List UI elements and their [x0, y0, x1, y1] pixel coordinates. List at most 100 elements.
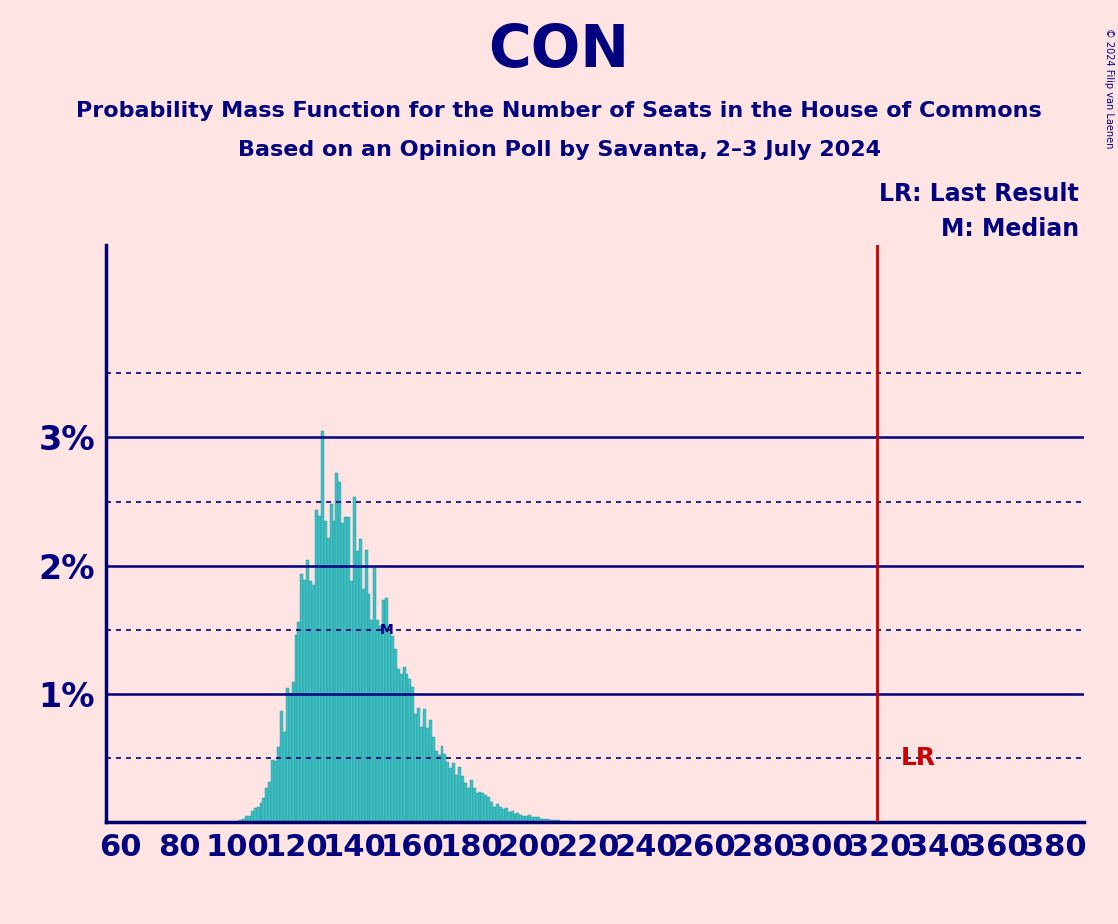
Bar	[502, 808, 505, 822]
Bar	[350, 581, 353, 822]
Text: LR: LR	[900, 747, 936, 771]
Bar	[435, 751, 437, 822]
Bar	[318, 517, 321, 822]
Bar	[385, 598, 388, 822]
Bar	[513, 814, 517, 822]
Bar	[446, 761, 449, 822]
Bar	[402, 667, 406, 822]
Bar	[274, 761, 277, 822]
Bar	[420, 727, 423, 822]
Bar	[432, 736, 435, 822]
Bar	[301, 575, 303, 822]
Bar	[394, 649, 397, 822]
Bar	[321, 431, 324, 822]
Bar	[490, 802, 493, 822]
Bar	[286, 688, 288, 822]
Text: Based on an Opinion Poll by Savanta, 2–3 July 2024: Based on an Opinion Poll by Savanta, 2–3…	[237, 140, 881, 160]
Bar	[464, 784, 467, 822]
Bar	[470, 780, 473, 822]
Bar	[496, 804, 499, 822]
Bar	[408, 679, 411, 822]
Bar	[388, 626, 391, 822]
Bar	[310, 581, 312, 822]
Bar	[265, 788, 268, 822]
Bar	[406, 675, 408, 822]
Bar	[263, 798, 265, 822]
Bar	[356, 551, 359, 822]
Bar	[566, 821, 569, 822]
Bar	[487, 797, 490, 822]
Bar	[292, 682, 294, 822]
Bar	[537, 818, 540, 822]
Text: © 2024 Filip van Laenen: © 2024 Filip van Laenen	[1105, 28, 1114, 148]
Bar	[423, 710, 426, 822]
Bar	[528, 815, 531, 822]
Bar	[542, 820, 546, 822]
Bar	[339, 482, 341, 822]
Bar	[508, 812, 511, 822]
Bar	[560, 821, 563, 822]
Bar	[347, 517, 350, 822]
Bar	[473, 788, 475, 822]
Bar	[370, 620, 373, 822]
Bar	[549, 820, 551, 822]
Bar	[241, 819, 245, 822]
Bar	[555, 821, 558, 822]
Bar	[297, 622, 301, 822]
Bar	[335, 473, 339, 822]
Bar	[429, 720, 432, 822]
Text: CON: CON	[489, 22, 629, 79]
Bar	[437, 755, 440, 822]
Bar	[362, 589, 364, 822]
Bar	[259, 803, 263, 822]
Bar	[415, 714, 417, 822]
Bar	[377, 620, 379, 822]
Bar	[551, 820, 555, 822]
Bar	[444, 754, 446, 822]
Bar	[373, 567, 377, 822]
Bar	[479, 792, 482, 822]
Bar	[484, 795, 487, 822]
Bar	[359, 540, 362, 822]
Bar	[449, 768, 453, 822]
Bar	[461, 776, 464, 822]
Bar	[517, 813, 520, 822]
Bar	[531, 817, 534, 822]
Bar	[364, 551, 368, 822]
Bar	[315, 510, 318, 822]
Bar	[245, 816, 248, 822]
Bar	[400, 675, 402, 822]
Bar	[411, 687, 415, 822]
Bar	[341, 523, 344, 822]
Bar	[440, 746, 444, 822]
Bar	[236, 821, 239, 822]
Bar	[391, 637, 394, 822]
Bar	[540, 819, 542, 822]
Bar	[499, 807, 502, 822]
Bar	[534, 818, 537, 822]
Bar	[277, 747, 280, 822]
Text: Probability Mass Function for the Number of Seats in the House of Commons: Probability Mass Function for the Number…	[76, 101, 1042, 121]
Bar	[294, 636, 297, 822]
Bar	[332, 521, 335, 822]
Bar	[511, 810, 513, 822]
Bar	[379, 626, 382, 822]
Bar	[268, 783, 272, 822]
Bar	[475, 793, 479, 822]
Bar	[280, 711, 283, 822]
Bar	[324, 521, 326, 822]
Bar	[525, 816, 528, 822]
Bar	[353, 497, 356, 822]
Bar	[239, 820, 241, 822]
Bar	[283, 732, 286, 822]
Text: M: M	[380, 623, 394, 637]
Bar	[453, 762, 455, 822]
Bar	[303, 580, 306, 822]
Bar	[563, 821, 566, 822]
Bar	[306, 560, 310, 822]
Bar	[569, 821, 572, 822]
Bar	[522, 816, 525, 822]
Bar	[458, 767, 461, 822]
Bar	[344, 517, 347, 822]
Bar	[382, 600, 385, 822]
